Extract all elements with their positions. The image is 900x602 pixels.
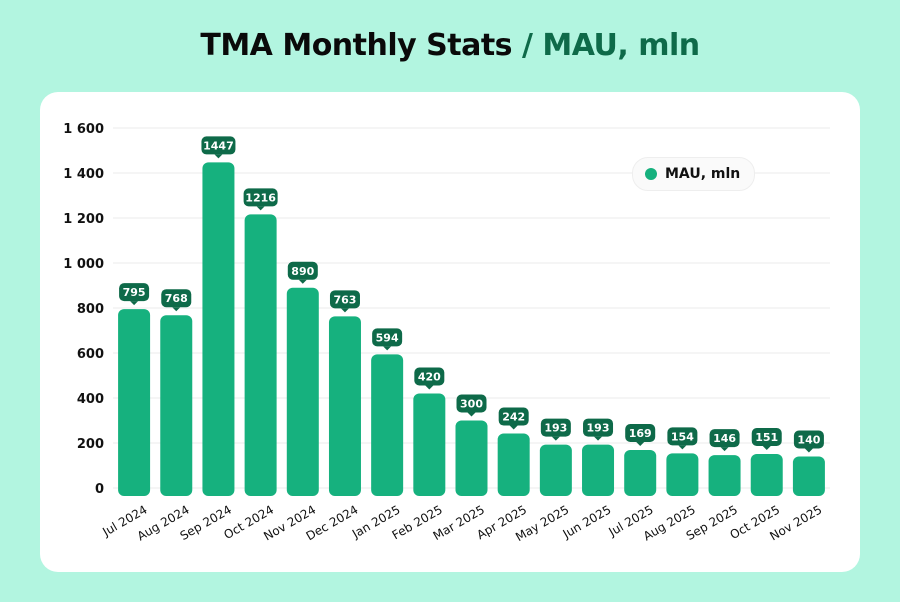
data-label-bg — [243, 188, 278, 207]
data-label-pointer — [340, 308, 349, 313]
data-label: 890 — [291, 265, 314, 278]
data-label: 140 — [797, 434, 820, 447]
data-label-pointer — [509, 425, 518, 430]
bar — [160, 315, 193, 496]
bar — [708, 455, 741, 496]
bar — [624, 449, 657, 496]
data-label-pointer — [720, 447, 729, 452]
data-label: 420 — [418, 371, 441, 384]
data-label-pointer — [214, 154, 223, 159]
data-label-bg — [329, 290, 360, 309]
data-label: 594 — [376, 331, 399, 344]
data-label-bg — [709, 429, 740, 448]
data-label-pointer — [678, 445, 687, 450]
data-label-bg — [119, 283, 150, 302]
bar — [244, 214, 277, 496]
y-tick-label: 1 000 — [63, 257, 104, 272]
bar — [455, 420, 488, 496]
bar — [413, 393, 446, 496]
bar — [539, 444, 572, 496]
data-label-pointer — [425, 385, 434, 390]
data-label-pointer — [172, 307, 181, 312]
data-label-bg — [498, 407, 529, 426]
data-label-pointer — [804, 448, 813, 453]
y-tick-label: 1 400 — [63, 167, 104, 182]
bar — [118, 309, 151, 496]
data-label-pointer — [383, 346, 392, 351]
data-label-bg — [793, 430, 824, 449]
y-tick-label: 0 — [95, 482, 104, 497]
data-label-pointer — [298, 279, 307, 284]
data-label: 151 — [755, 431, 778, 444]
data-label: 763 — [333, 293, 356, 306]
data-label: 193 — [587, 422, 610, 435]
data-label-bg — [583, 418, 614, 437]
data-label: 242 — [502, 411, 525, 424]
data-label-pointer — [256, 206, 265, 211]
bar — [497, 433, 530, 496]
chart-title: TMA Monthly Stats / MAU, mln — [0, 28, 900, 63]
data-label-bg — [456, 394, 487, 413]
y-tick-label: 800 — [77, 302, 104, 317]
data-label: 768 — [165, 292, 188, 305]
data-label-bg — [540, 418, 571, 437]
data-label-bg — [372, 328, 403, 347]
data-label: 169 — [629, 427, 652, 440]
bar — [750, 454, 783, 496]
y-tick-label: 600 — [77, 347, 104, 362]
bar — [328, 316, 361, 496]
data-label-bg — [751, 428, 782, 447]
data-label-pointer — [130, 301, 139, 306]
data-label: 1447 — [203, 139, 234, 152]
title-main: TMA Monthly Stats — [200, 28, 513, 63]
data-label: 795 — [123, 286, 146, 299]
data-label: 1216 — [245, 191, 276, 204]
y-tick-label: 200 — [77, 437, 104, 452]
bar — [202, 162, 235, 497]
legend: MAU, mln — [632, 157, 756, 191]
y-tick-label: 400 — [77, 392, 104, 407]
data-label-pointer — [762, 446, 771, 451]
y-tick-label: 1 600 — [63, 122, 104, 137]
data-label-bg — [287, 261, 318, 280]
data-label-pointer — [551, 436, 560, 441]
y-tick-label: 1 200 — [63, 212, 104, 227]
data-label: 146 — [713, 432, 736, 445]
data-label-pointer — [467, 412, 476, 417]
bar — [666, 453, 699, 496]
data-label-bg — [625, 423, 656, 442]
bar — [792, 456, 825, 496]
data-label: 300 — [460, 398, 483, 411]
data-label-bg — [667, 427, 698, 446]
data-label: 193 — [544, 422, 567, 435]
legend-label: MAU, mln — [665, 166, 741, 182]
data-label-pointer — [594, 436, 603, 441]
legend-swatch — [645, 168, 657, 180]
data-label-bg — [201, 136, 236, 155]
data-label: 154 — [671, 430, 694, 443]
data-label-bg — [161, 289, 192, 308]
bar — [371, 354, 404, 496]
data-label-bg — [414, 367, 445, 386]
title-sub: / MAU, mln — [521, 28, 700, 63]
bar — [582, 444, 615, 496]
bar — [286, 287, 319, 496]
data-label-pointer — [636, 441, 645, 446]
